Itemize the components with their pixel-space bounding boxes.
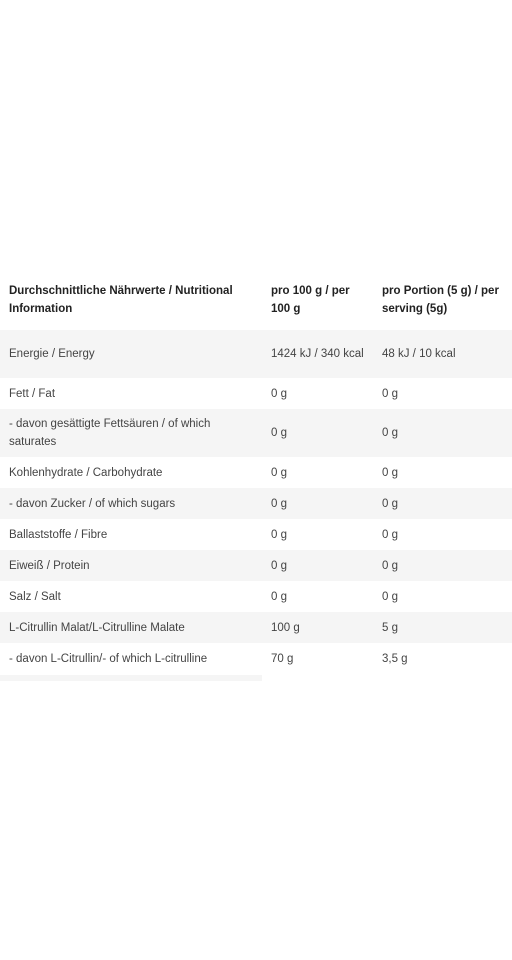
value-per-serving: 0 g [373,378,512,409]
header-per-serving: pro Portion (5 g) / per serving (5g) [382,285,499,315]
value-per-serving: 0 g [373,550,512,581]
table-row: Kohlenhydrate / Carbohydrate 0 g 0 g [0,457,512,488]
value-per-100g: 1424 kJ / 340 kcal [262,330,373,378]
nutrient-name: - davon gesättigte Fettsäuren / of which… [0,409,262,457]
value-per-serving: 0 g [373,409,512,457]
value-per-100g: 70 g [262,643,373,674]
table-body: Energie / Energy 1424 kJ / 340 kcal 48 k… [0,330,512,674]
nutrient-name: - davon L-Citrullin/- of which L-citrull… [0,643,262,674]
table-header: Durchschnittliche Nährwerte / Nutritiona… [0,270,512,330]
nutrient-name: Energie / Energy [0,330,262,378]
value-per-100g: 0 g [262,378,373,409]
value-per-serving: 0 g [373,457,512,488]
table-row: Ballaststoffe / Fibre 0 g 0 g [0,519,512,550]
table-row: Fett / Fat 0 g 0 g [0,378,512,409]
value-per-100g: 0 g [262,550,373,581]
value-per-serving: 48 kJ / 10 kcal [373,330,512,378]
value-per-serving: 5 g [373,612,512,643]
table-row: - davon Zucker / of which sugars 0 g 0 g [0,488,512,519]
table-bottom-strip [0,675,262,681]
value-per-100g: 0 g [262,409,373,457]
header-nutrient: Durchschnittliche Nährwerte / Nutritiona… [9,285,233,315]
header-row: Durchschnittliche Nährwerte / Nutritiona… [0,270,512,330]
table-row: - davon L-Citrullin/- of which L-citrull… [0,643,512,674]
table-row: L-Citrullin Malat/L-Citrulline Malate 10… [0,612,512,643]
nutrient-name: Kohlenhydrate / Carbohydrate [0,457,262,488]
value-per-100g: 0 g [262,488,373,519]
nutrient-name: Salz / Salt [0,581,262,612]
table-row: Salz / Salt 0 g 0 g [0,581,512,612]
nutrient-name: L-Citrullin Malat/L-Citrulline Malate [0,612,262,643]
nutrient-name: Fett / Fat [0,378,262,409]
value-per-100g: 0 g [262,457,373,488]
value-per-serving: 0 g [373,519,512,550]
value-per-serving: 3,5 g [373,643,512,674]
value-per-100g: 0 g [262,519,373,550]
value-per-serving: 0 g [373,581,512,612]
table-row: Energie / Energy 1424 kJ / 340 kcal 48 k… [0,330,512,378]
value-per-100g: 100 g [262,612,373,643]
nutrient-name: - davon Zucker / of which sugars [0,488,262,519]
nutrient-name: Ballaststoffe / Fibre [0,519,262,550]
nutrition-table: Durchschnittliche Nährwerte / Nutritiona… [0,270,512,674]
value-per-serving: 0 g [373,488,512,519]
header-per-100g: pro 100 g / per 100 g [271,285,350,315]
value-per-100g: 0 g [262,581,373,612]
table-row: Eiweiß / Protein 0 g 0 g [0,550,512,581]
nutrient-name: Eiweiß / Protein [0,550,262,581]
table-row: - davon gesättigte Fettsäuren / of which… [0,409,512,457]
